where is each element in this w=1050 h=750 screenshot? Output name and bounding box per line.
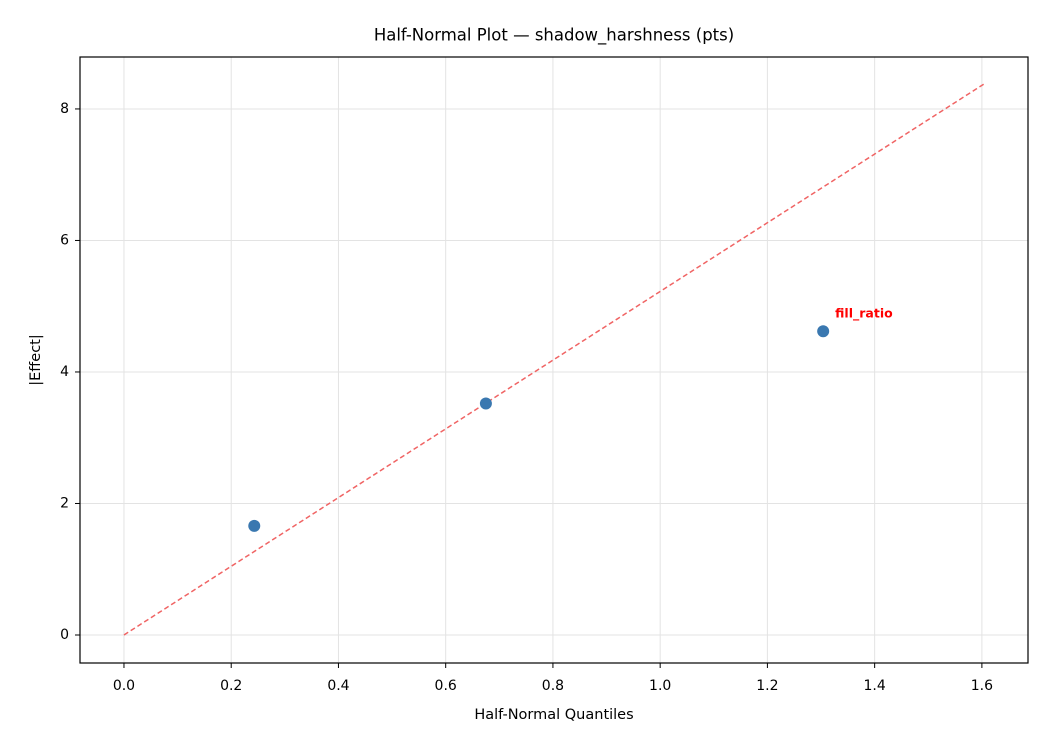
- y-tick-label: 2: [60, 495, 69, 511]
- x-tick-label: 1.6: [971, 678, 993, 694]
- x-tick-label: 0.8: [542, 678, 564, 694]
- x-tick-label: 0.0: [113, 678, 135, 694]
- x-tick-label: 1.4: [864, 678, 886, 694]
- x-tick-label: 0.6: [435, 678, 457, 694]
- x-tick-label: 1.0: [649, 678, 671, 694]
- point: [817, 325, 830, 338]
- x-axis-label: Half-Normal Quantiles: [474, 707, 633, 723]
- x-tick-label: 0.2: [220, 678, 242, 694]
- chart-title: Half-Normal Plot — shadow_harshness (pts…: [374, 26, 734, 46]
- x-tick-label: 0.4: [327, 678, 349, 694]
- point: [248, 519, 261, 532]
- reference-line: [123, 83, 985, 636]
- y-tick-label: 0: [60, 627, 69, 643]
- y-tick-label: 4: [60, 364, 69, 380]
- plot-frame: [79, 56, 1029, 664]
- point: [479, 397, 492, 410]
- x-tick-label: 1.2: [756, 678, 778, 694]
- y-axis-label: |Effect|: [28, 334, 44, 386]
- annotation: fill_ratio: [835, 306, 893, 322]
- y-tick-label: 8: [60, 101, 69, 117]
- y-tick-label: 6: [60, 232, 69, 248]
